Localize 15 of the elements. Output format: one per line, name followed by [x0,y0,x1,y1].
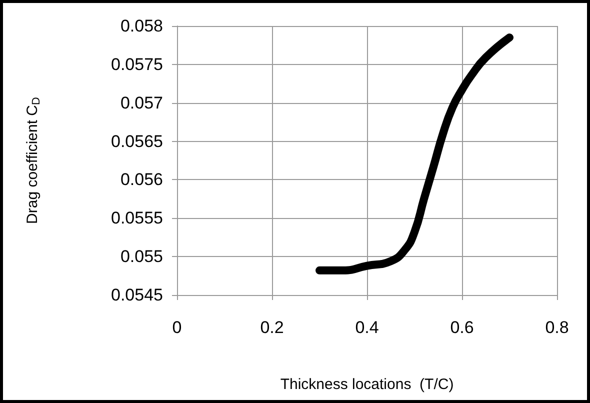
y-tick-label: 0.0575 [111,54,163,74]
x-axis-title: Thickness locations (T/C) [280,376,454,393]
y-tick-label: 0.058 [120,16,163,36]
x-tick-label: 0.6 [450,318,474,337]
y-tick-label: 0.055 [120,247,163,266]
y-tick-label: 0.0545 [111,286,163,304]
y-tick-label: 0.056 [120,170,163,190]
x-tick-label: 0 [172,318,182,337]
y-tick-label: 0.057 [120,93,163,112]
y-tick-label: 0.0555 [111,208,163,228]
y-tick-label: 0.0565 [111,132,163,151]
x-tick-label: 0.8 [545,318,569,337]
x-tick-label: 0.2 [260,318,284,337]
x-tick-label: 0.4 [355,318,379,337]
y-axis-title: Drag coefficient CD [24,97,42,224]
